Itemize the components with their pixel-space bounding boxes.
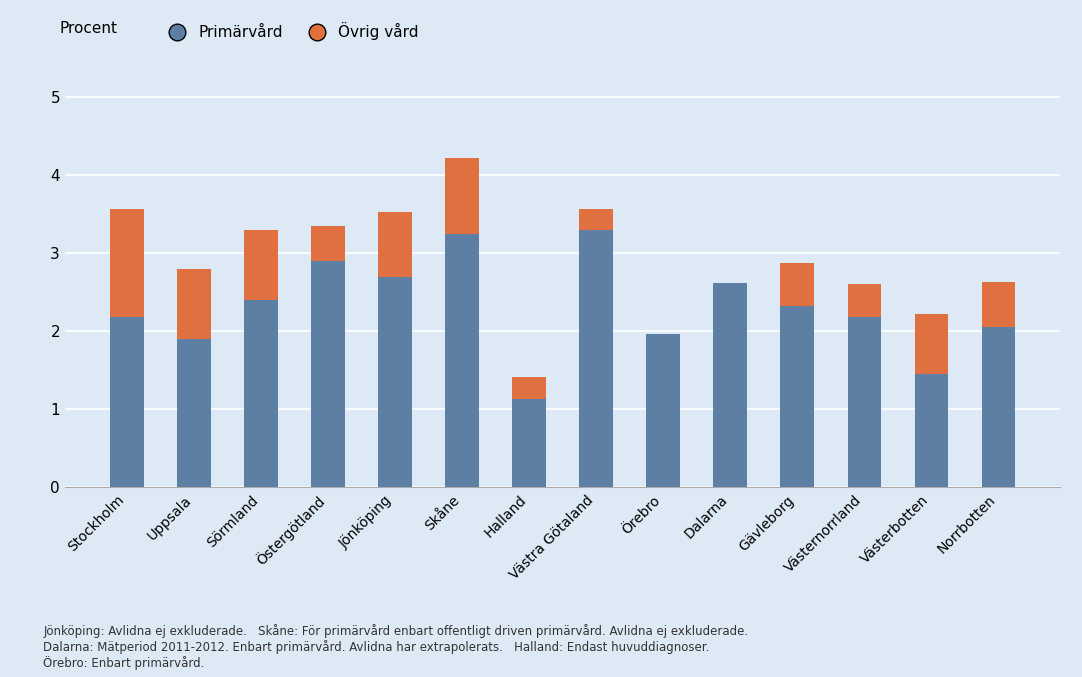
Bar [446,234,479,487]
Bar [847,284,881,317]
Bar [981,282,1015,327]
Text: Procent: Procent [60,21,118,36]
Text: Jönköping: Avlidna ej exkluderade.   Skåne: För primärvård enbart offentligt dri: Jönköping: Avlidna ej exkluderade. Skåne… [43,624,749,670]
Bar [446,158,479,234]
Bar [245,230,278,300]
Bar [847,317,881,487]
Bar [981,327,1015,487]
Bar [110,209,144,317]
Bar [513,399,546,487]
Bar [379,213,412,276]
Bar [379,276,412,487]
Bar [579,230,612,487]
Bar [513,377,546,399]
Bar [713,283,747,487]
Bar [646,334,679,487]
Bar [579,209,612,230]
Bar [177,269,211,339]
Bar [110,317,144,487]
Bar [914,374,948,487]
Bar [780,263,814,306]
Bar [177,339,211,487]
Bar [312,225,345,261]
Legend: Primärvård, Övrig vård: Primärvård, Övrig vård [162,22,419,40]
Bar [914,314,948,374]
Bar [312,261,345,487]
Bar [245,300,278,487]
Bar [780,306,814,487]
